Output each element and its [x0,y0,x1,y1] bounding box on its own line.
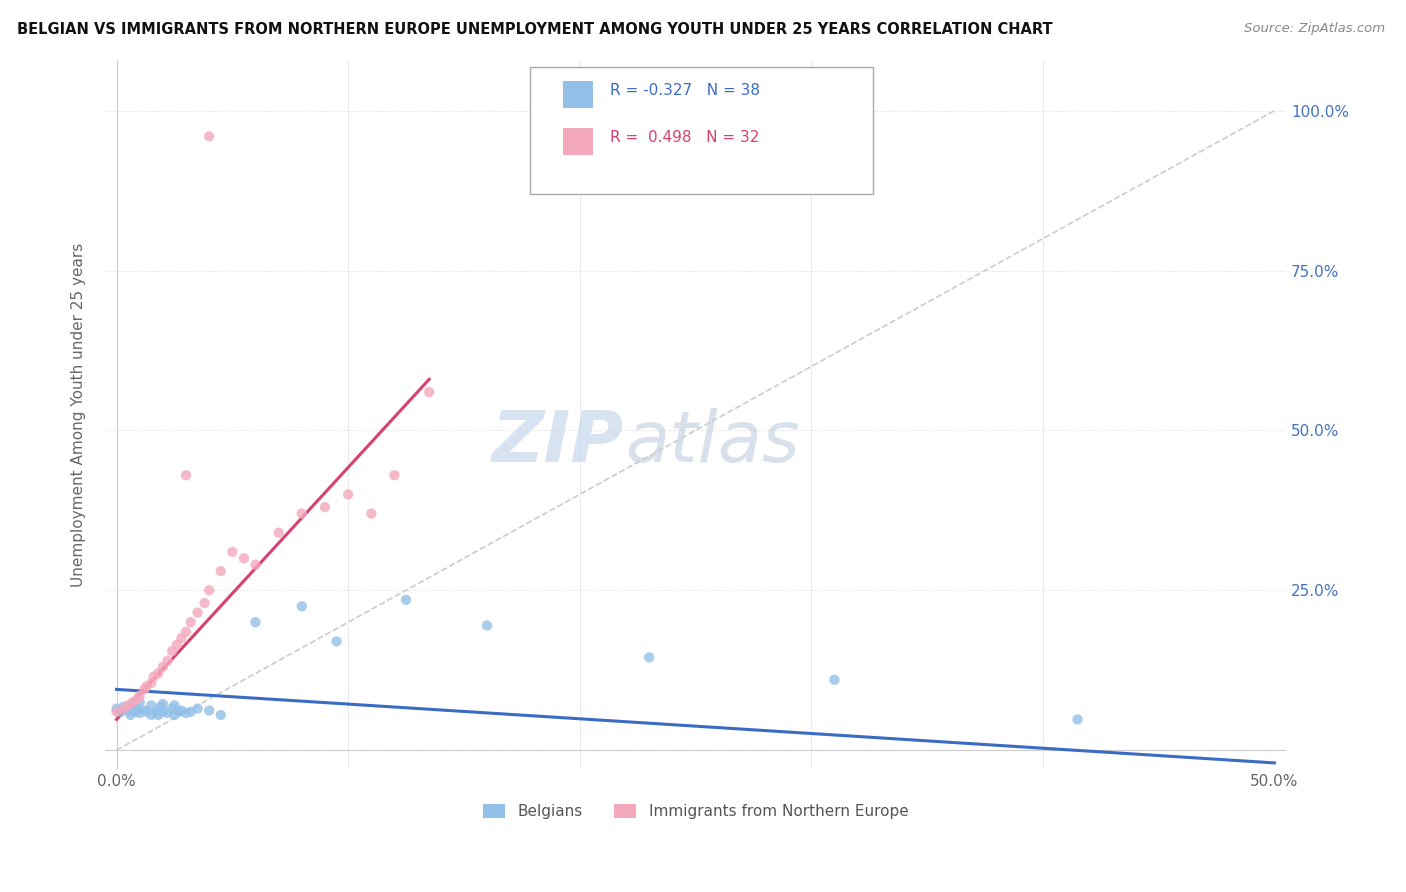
Point [170,632,193,646]
Text: R =  0.498   N = 32: R = 0.498 N = 32 [610,130,759,145]
Point [187,701,209,715]
Point [124,705,146,719]
Point [180,615,202,630]
Legend: Belgians, Immigrants from Northern Europe: Belgians, Immigrants from Northern Europ… [477,798,914,825]
Point [163,698,186,713]
Point [325,634,347,648]
Point [198,583,221,598]
Point [148,666,170,681]
Point [145,705,167,719]
Point [174,706,197,720]
Point [823,673,845,687]
Point [198,129,221,144]
Point [267,525,290,540]
Point [127,692,149,706]
Point [152,660,174,674]
Point [221,545,243,559]
Point [121,697,143,711]
Point [141,698,163,713]
Point [245,558,267,572]
Point [163,708,186,723]
Point [149,699,172,714]
Point [105,701,128,715]
Y-axis label: Unemployment Among Youth under 25 years: Unemployment Among Youth under 25 years [72,243,86,587]
Point [360,507,382,521]
Point [475,618,498,632]
Text: ZIP: ZIP [492,409,624,477]
Point [117,698,139,713]
FancyBboxPatch shape [530,67,873,194]
Point [152,697,174,711]
Text: R = -0.327   N = 38: R = -0.327 N = 38 [610,83,761,97]
Point [121,695,143,709]
Text: BELGIAN VS IMMIGRANTS FROM NORTHERN EUROPE UNEMPLOYMENT AMONG YOUTH UNDER 25 YEA: BELGIAN VS IMMIGRANTS FROM NORTHERN EURO… [17,22,1053,37]
Point [245,615,267,630]
Point [291,507,314,521]
Point [291,599,314,614]
Point [112,701,135,715]
FancyBboxPatch shape [564,80,593,108]
Point [135,705,157,719]
Point [112,699,135,714]
Text: atlas: atlas [624,409,799,477]
Point [148,708,170,723]
Point [134,704,156,718]
Point [638,650,661,665]
Point [167,705,190,719]
Point [314,500,336,515]
Point [110,705,132,719]
Point [142,670,165,684]
Point [120,708,142,723]
Point [117,704,139,718]
FancyBboxPatch shape [564,128,593,155]
Point [105,705,128,719]
Point [166,638,188,652]
Point [160,644,183,658]
Point [198,704,221,718]
Point [128,706,150,720]
Text: Source: ZipAtlas.com: Source: ZipAtlas.com [1244,22,1385,36]
Point [209,564,232,578]
Point [174,624,197,639]
Point [418,385,440,400]
Point [156,654,179,668]
Point [152,705,174,719]
Point [134,682,156,697]
Point [135,679,157,693]
Point [209,708,232,723]
Point [141,676,163,690]
Point [128,695,150,709]
Point [156,706,179,720]
Point [180,705,202,719]
Point [187,606,209,620]
Point [160,701,183,715]
Point [128,689,150,703]
Point [170,704,193,718]
Point [337,487,360,501]
Point [232,551,254,566]
Point [193,596,215,610]
Point [141,708,163,723]
Point [174,468,197,483]
Point [1066,713,1088,727]
Point [384,468,406,483]
Point [127,701,149,715]
Point [395,592,418,607]
